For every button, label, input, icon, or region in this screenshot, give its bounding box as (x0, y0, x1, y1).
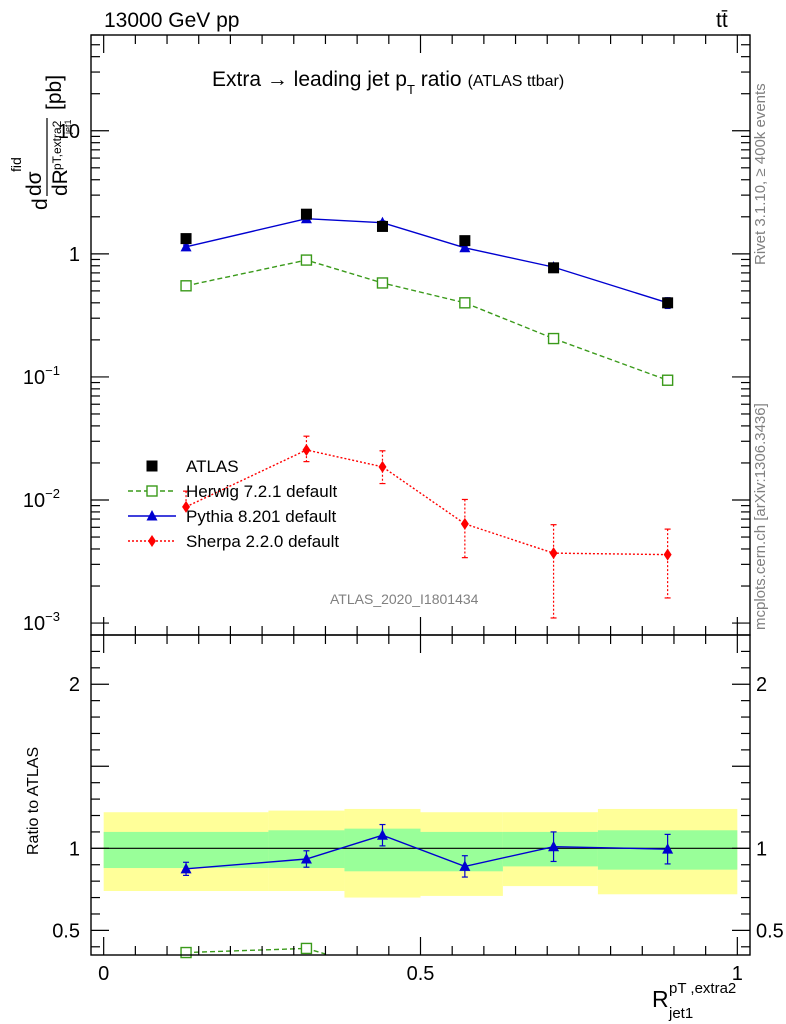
plot-title-main: Extra → leading jet p (212, 68, 407, 91)
main-ytick-label: 1 (69, 244, 80, 266)
sherpa-point (302, 443, 311, 456)
ratio-xtick-label: 1 (732, 963, 743, 985)
pythia-point (180, 240, 192, 252)
mcplots-label: mcplots.cern.ch [arXiv:1306.3436] (752, 403, 769, 630)
herwig-point (376, 277, 389, 289)
herwig-point (547, 332, 560, 345)
ratio-ytick-label-left: 2 (69, 674, 80, 696)
xlabel-main: R (652, 986, 669, 1012)
sherpa-point (460, 517, 469, 530)
legend-herwig-marker (146, 485, 158, 497)
main-ytick-label: 10−2 (23, 486, 60, 512)
sherpa-point (549, 547, 558, 560)
atlas-point (662, 297, 674, 309)
ylabel-sub: pT,extra2 (50, 120, 64, 170)
legend-atlas-marker (146, 460, 158, 472)
ylabel-subsub: jet1 (63, 119, 73, 135)
sherpa-point (378, 460, 387, 473)
main-ytick-label: 10−3 (23, 609, 60, 635)
ratio-xtick-label: 0 (98, 963, 109, 985)
atlas-point (300, 208, 312, 220)
ratio-plot-frame (90, 634, 751, 956)
herwig-ratio-point (180, 946, 192, 959)
legend-sherpa-label: Sherpa 2.2.0 default (186, 532, 339, 551)
plot-title-paren: (ATLAS ttbar) (468, 73, 565, 90)
header-energy: 13000 GeV pp (104, 9, 239, 32)
herwig-point (180, 280, 192, 292)
pythia-ratio-line (185, 834, 668, 870)
pythia-ratio-point (459, 860, 471, 871)
herwig-point (459, 297, 471, 309)
pythia-ratio-point (376, 829, 388, 840)
plot-title-sub: T (407, 82, 415, 97)
ylabel-sigma: dσ (23, 171, 46, 196)
header-process: tt̄ (716, 9, 728, 32)
atlas-point (376, 220, 388, 232)
axis-ticks: 10 1 10−1 10−2 10−3 0 0.5 1 2 2 1 1 0.5 0.5 (23, 34, 784, 985)
ratio-ytick-label-left: 0.5 (52, 920, 80, 942)
pythia-ratio-point (548, 840, 560, 852)
rivet-label: Rivet 3.1.10, ≥ 400k events (752, 83, 769, 265)
sherpa-point (663, 548, 672, 561)
ratio-ytick-label-right: 0.5 (756, 920, 784, 942)
ylabel-unit: [pb] (43, 75, 66, 110)
plot-title: Extra → leading jet pT ratio (ATLAS ttbar… (212, 68, 564, 97)
herwig-ratio-point (300, 942, 313, 955)
ratio-ytick-label-left: 1 (69, 838, 80, 860)
ratio-xtick-label: 0.5 (407, 963, 435, 985)
main-ylabel: d dσ fid dR pT,extra2 jet1 [pb] (8, 75, 73, 210)
xlabel: R pT ,extra2 jet1 (652, 980, 736, 1022)
herwig-line (185, 259, 668, 381)
legend-atlas-label: ATLAS (186, 457, 239, 476)
analysis-id: ATLAS_2020_I1801434 (330, 591, 479, 607)
main-ytick-label: 10−1 (23, 363, 60, 389)
legend-pythia-label: Pythia 8.201 default (186, 507, 337, 526)
main-ytick-label: 10 (58, 121, 80, 143)
herwig-point (300, 254, 313, 266)
pythia-point (459, 241, 471, 253)
atlas-point (548, 262, 560, 274)
legend-sherpa-marker (148, 535, 156, 547)
legend: ATLAS Herwig 7.2.1 default Pythia 8.201 de… (128, 457, 339, 551)
pythia-ratio-point (662, 843, 674, 854)
legend-pythia-marker (146, 510, 158, 521)
xlabel-sub: jet1 (668, 1005, 693, 1022)
sherpa-point (182, 500, 191, 513)
main-plot-series (180, 208, 674, 619)
ylabel-denom: dR (49, 169, 72, 196)
legend-herwig-label: Herwig 7.2.1 default (186, 482, 337, 501)
ratio-plot-series (180, 823, 674, 959)
pythia-line (185, 217, 668, 304)
atlas-point (459, 235, 471, 247)
plot-title-tail: ratio (415, 68, 462, 91)
sherpa-line (185, 449, 668, 556)
atlas-point (180, 233, 192, 245)
ratio-ytick-label-right: 1 (756, 838, 767, 860)
ylabel-prefix: d (29, 198, 52, 210)
pythia-ratio-point (300, 853, 312, 864)
pythia-ratio-point (180, 862, 192, 874)
ratio-ytick-label-right: 2 (756, 674, 767, 696)
herwig-point (661, 374, 674, 386)
ratio-uncertainty-bands (91, 808, 750, 898)
ylabel-sup: fid (8, 157, 24, 172)
xlabel-sup: pT ,extra2 (669, 980, 736, 997)
ratio-ylabel: Ratio to ATLAS (25, 747, 42, 855)
